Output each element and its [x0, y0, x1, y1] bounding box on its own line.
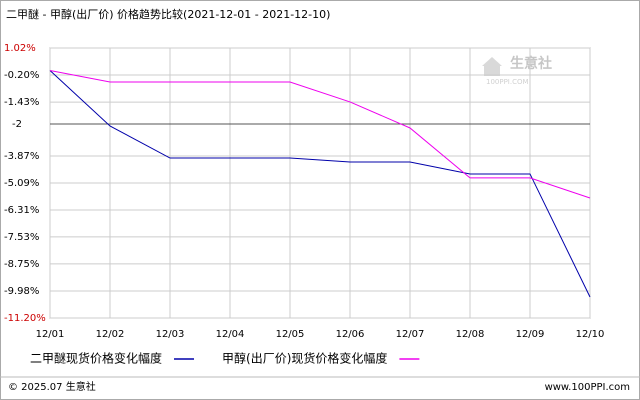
watermark-name: 生意社 — [510, 55, 552, 72]
watermark-icon — [482, 57, 502, 76]
y-tick-label: -0.20% — [4, 70, 39, 81]
x-tick-label: 12/03 — [156, 329, 185, 340]
legend-label: 甲醇(出厂价)现货价格变化幅度 — [222, 351, 387, 366]
y-tick-label: -2 — [12, 119, 22, 130]
x-tick-label: 12/02 — [96, 329, 125, 340]
y-tick-label: -9.98% — [4, 286, 39, 297]
legend-label: 二甲醚现货价格变化幅度 — [30, 351, 162, 366]
x-tick-label: 12/08 — [456, 329, 485, 340]
x-tick-label: 12/06 — [336, 329, 365, 340]
footer-right: www.100PPI.com — [545, 382, 630, 393]
x-tick-label: 12/01 — [36, 329, 65, 340]
x-tick-label: 12/10 — [576, 329, 605, 340]
footer-left: © 2025.07 生意社 — [8, 380, 96, 393]
series-line — [49, 70, 591, 199]
x-tick-label: 12/07 — [396, 329, 425, 340]
y-tick-label: -1.43% — [4, 97, 39, 108]
watermark-site: 100PPI.COM — [486, 78, 529, 86]
y-tick-label: 1.02% — [4, 43, 36, 54]
x-tick-label: 12/04 — [216, 329, 245, 340]
x-tick-label: 12/05 — [276, 329, 305, 340]
y-tick-label: -7.53% — [4, 232, 39, 243]
y-tick-label: -11.20% — [4, 313, 46, 324]
y-tick-label: -3.87% — [4, 151, 39, 162]
chart-title: 二甲醚 - 甲醇(出厂价) 价格趋势比较(2021-12-01 - 2021-1… — [6, 7, 330, 21]
watermark: 生意社 100PPI.COM — [482, 55, 552, 86]
series-line — [49, 70, 591, 298]
y-tick-label: -5.09% — [4, 178, 39, 189]
y-tick-label: -6.31% — [4, 205, 39, 216]
x-tick-label: 12/09 — [516, 329, 545, 340]
y-tick-label: -8.75% — [4, 259, 39, 270]
